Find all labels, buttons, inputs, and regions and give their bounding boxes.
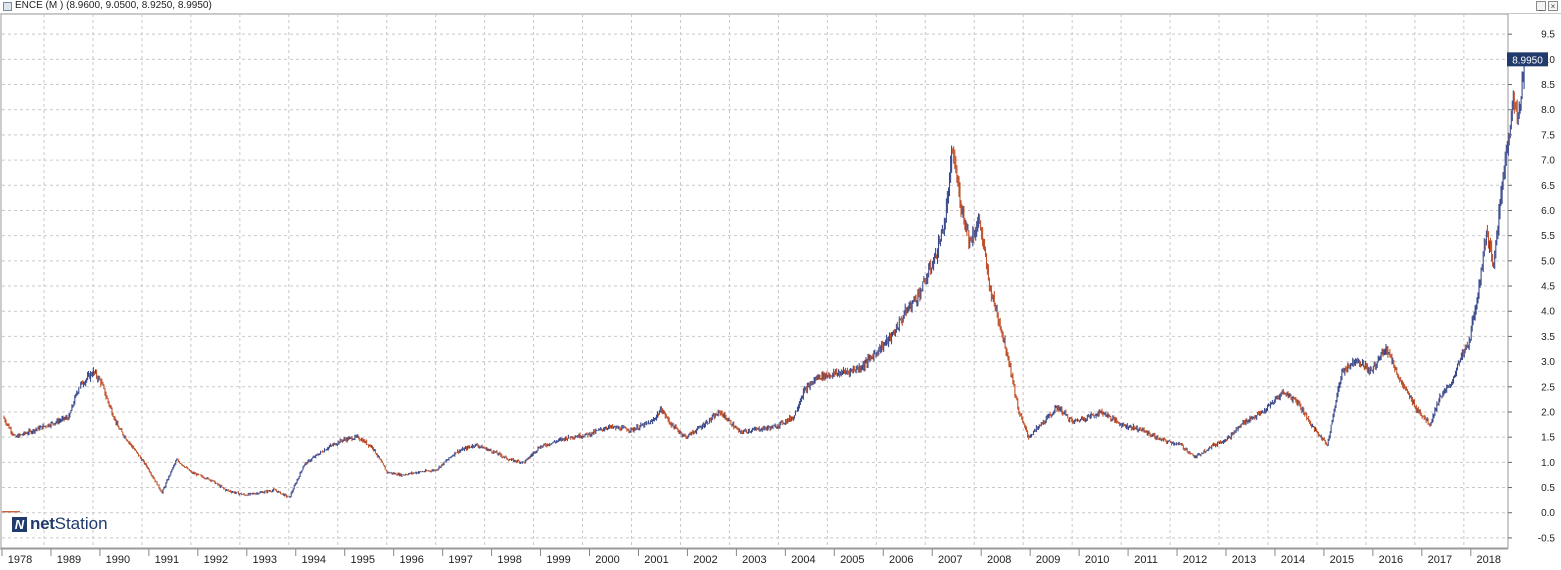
- price-tag-label: 8.9950: [1512, 55, 1543, 66]
- x-tick-label: 1991: [155, 554, 179, 566]
- plot-area: [0, 14, 1509, 549]
- x-tick-label: 2009: [1036, 554, 1060, 566]
- y-tick-label: 7.0: [1541, 156, 1555, 167]
- x-tick-label: 1990: [106, 554, 130, 566]
- x-tick-label: 2017: [1428, 554, 1452, 566]
- netstation-logo-mark: N: [12, 516, 27, 532]
- x-tick-label: 2004: [791, 554, 815, 566]
- x-tick-label: 2002: [693, 554, 717, 566]
- y-tick-label: 7.5: [1541, 130, 1555, 141]
- x-tick-label: 1998: [497, 554, 521, 566]
- x-tick-label: 2011: [1134, 554, 1158, 566]
- y-tick-label: 8.0: [1541, 105, 1555, 116]
- window-title-bar: ENCE (M ) (8.9600, 9.0500, 8.9250, 8.995…: [0, 0, 1561, 14]
- x-tick-label: 1995: [350, 554, 374, 566]
- price-chart[interactable]: 9.5 9.0 8.5 8.0 7.5 7.0 6.5 6.0 5.5 5.0 4.5 4.0 3.5 3…: [0, 14, 1561, 570]
- window-title: ENCE (M ) (8.9600, 9.0500, 8.9250, 8.995…: [15, 0, 212, 11]
- x-tick-label: 2006: [889, 554, 913, 566]
- y-tick-label: 6.0: [1541, 206, 1555, 217]
- netstation-logo: N net Station: [12, 513, 108, 535]
- y-tick-label: 0.5: [1541, 483, 1555, 494]
- x-tick-label: 1989: [57, 554, 81, 566]
- y-tick-label: 8.5: [1541, 80, 1555, 91]
- x-tick-label: 2018: [1477, 554, 1501, 566]
- logo-text-net: net: [30, 514, 55, 533]
- x-tick-label: 1994: [302, 554, 326, 566]
- x-tick-label: 1996: [399, 554, 423, 566]
- current-price-tag: 8.9950: [1507, 52, 1548, 67]
- price-tag-box: [1507, 52, 1548, 67]
- y-tick-label: 2.5: [1541, 382, 1555, 393]
- x-tick-label: 2003: [742, 554, 766, 566]
- x-tick-label: 1999: [546, 554, 570, 566]
- x-axis: 1978 1989 1990 1991 1992 1993 1994 1995 1996 1997…: [0, 548, 1508, 566]
- x-tick-label: 1997: [448, 554, 472, 566]
- y-tick-label: -0.5: [1538, 533, 1556, 544]
- x-tick-label: 2001: [644, 554, 668, 566]
- y-tick-label: 2.0: [1541, 407, 1555, 418]
- y-tick-label: 1.5: [1541, 433, 1555, 444]
- x-tick-label: 2005: [840, 554, 864, 566]
- logo-text-station: Station: [54, 514, 108, 533]
- grid: [2, 14, 1508, 548]
- x-tick-label: 2014: [1281, 554, 1305, 566]
- x-tick-label: 2010: [1085, 554, 1109, 566]
- x-tick-label: 1992: [204, 554, 228, 566]
- minimize-button[interactable]: _: [1536, 1, 1546, 11]
- x-tick-label: 2016: [1379, 554, 1403, 566]
- y-tick-label: 1.0: [1541, 458, 1555, 469]
- price-series: [2, 66, 1525, 513]
- y-tick-label: 3.0: [1541, 357, 1555, 368]
- x-tick-label: 2007: [938, 554, 962, 566]
- x-tick-label: 2015: [1330, 554, 1354, 566]
- x-tick-label: 2000: [595, 554, 619, 566]
- y-tick-label: 9.5: [1541, 30, 1555, 41]
- y-tick-label: 6.5: [1541, 181, 1555, 192]
- y-tick-label: 9.0: [1541, 55, 1555, 66]
- y-axis: 9.5 9.0 8.5 8.0 7.5 7.0 6.5 6.0 5.5 5.0 4.5 4.0 3.5 3…: [1508, 30, 1556, 544]
- x-tick-label: 1993: [253, 554, 277, 566]
- y-tick-label: 5.5: [1541, 231, 1555, 242]
- x-tick-label: 2013: [1232, 554, 1256, 566]
- y-tick-label: 3.5: [1541, 332, 1555, 343]
- x-tick-label: 2012: [1183, 554, 1207, 566]
- y-tick-label: 4.5: [1541, 282, 1555, 293]
- y-tick-label: 4.0: [1541, 307, 1555, 318]
- close-button[interactable]: ×: [1548, 1, 1558, 11]
- y-tick-label: 5.0: [1541, 256, 1555, 267]
- chart-window-icon: [3, 2, 12, 11]
- x-tick-label: 2008: [987, 554, 1011, 566]
- y-tick-label: 0.0: [1541, 508, 1555, 519]
- x-tick-label: 1978: [8, 554, 32, 566]
